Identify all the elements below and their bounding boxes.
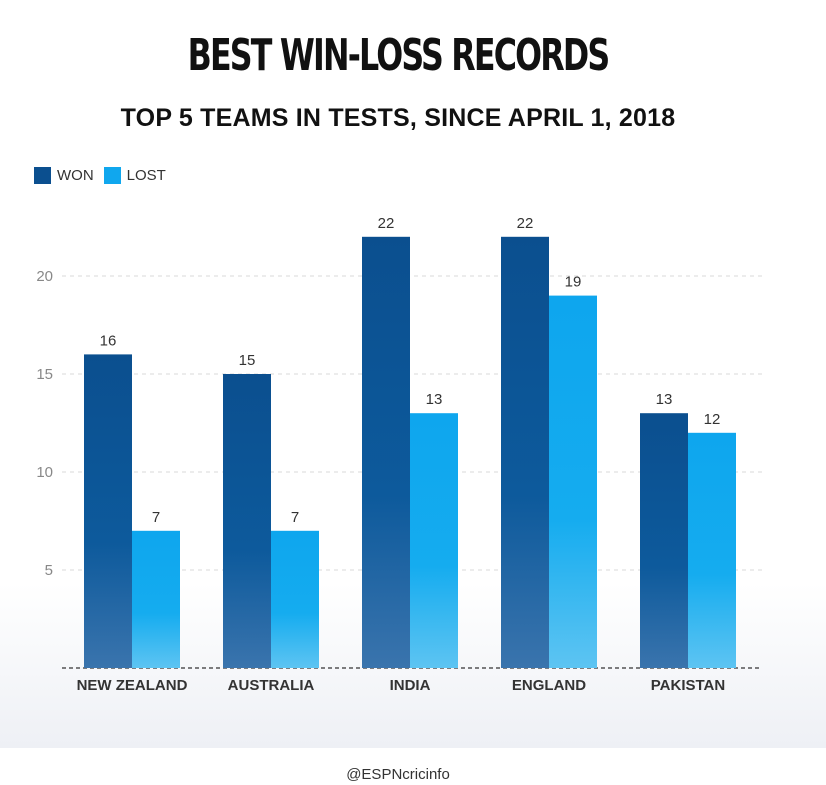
data-label: 22 xyxy=(517,215,534,232)
y-tick-label: 15 xyxy=(36,366,53,383)
x-tick-label: ENGLAND xyxy=(512,677,586,694)
data-label: 22 xyxy=(378,215,395,232)
x-tick-label: INDIA xyxy=(390,677,431,694)
bar-won xyxy=(501,236,549,669)
bar-lost xyxy=(410,413,458,668)
data-label: 7 xyxy=(152,509,160,526)
bar-lost xyxy=(688,432,736,668)
x-tick-label: AUSTRALIA xyxy=(228,677,315,694)
data-labels: 16 7 NEW ZEALAND 15 7 AUSTRALIA 22 13 INDIA 22 19 E… xyxy=(77,215,726,694)
data-label: 7 xyxy=(291,509,299,526)
x-tick-label: PAKISTAN xyxy=(651,677,725,694)
bar-lost xyxy=(132,530,180,668)
chart-subtitle: TOP 5 TEAMS IN TESTS, SINCE APRIL 1, 201… xyxy=(120,104,676,132)
bar-won xyxy=(84,354,132,668)
bar-won xyxy=(223,374,271,668)
y-tick-label: 5 xyxy=(45,562,53,579)
chart-title: BEST WIN-LOSS RECORDS xyxy=(187,30,611,81)
legend-label-lost: LOST xyxy=(126,167,166,184)
bar-lost xyxy=(271,530,319,668)
data-label: 16 xyxy=(100,332,117,349)
y-tick-label: 20 xyxy=(36,268,53,285)
y-tick-label: 10 xyxy=(36,464,53,481)
legend-item-lost: LOST xyxy=(103,167,166,184)
footer-credit: @ESPNcricinfo xyxy=(346,766,450,783)
bar-lost xyxy=(549,295,597,668)
legend: WON LOST xyxy=(34,167,176,184)
x-tick-label: NEW ZEALAND xyxy=(77,677,188,694)
bar-won xyxy=(640,413,688,668)
data-label: 19 xyxy=(565,274,582,291)
data-label: 15 xyxy=(239,352,256,369)
chart-card: BEST WIN-LOSS RECORDS TOP 5 TEAMS IN TES… xyxy=(0,0,826,748)
legend-item-won: WON xyxy=(34,167,94,184)
bar-won xyxy=(362,236,410,669)
data-label: 13 xyxy=(656,391,673,408)
legend-label-won: WON xyxy=(57,167,94,184)
bars xyxy=(84,236,736,669)
data-label: 12 xyxy=(704,411,721,428)
legend-swatch-lost xyxy=(103,167,121,184)
bar-chart: 5 10 15 20 16 7 NEW ZEALAND 15 7 AUSTRALIA 22 13 IN… xyxy=(36,215,762,694)
legend-swatch-won xyxy=(34,167,51,184)
data-label: 13 xyxy=(426,391,443,408)
